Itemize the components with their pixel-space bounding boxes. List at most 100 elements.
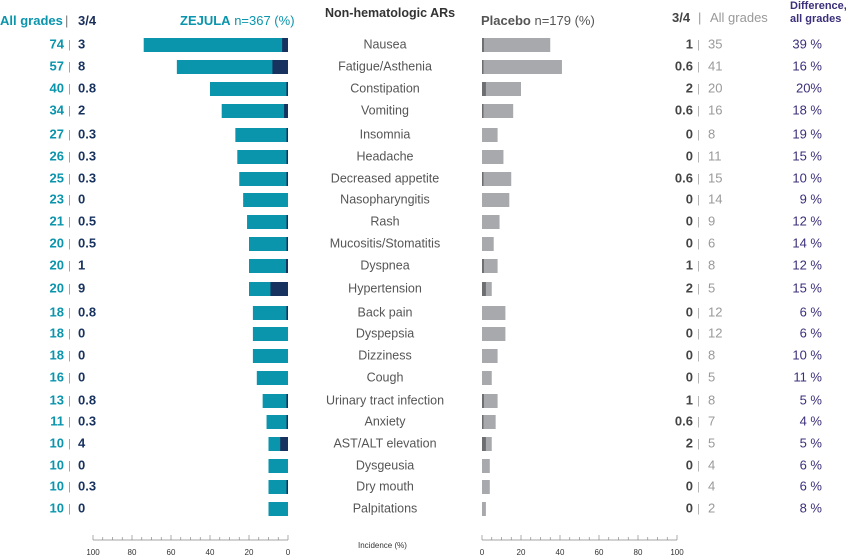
bar-placebo-grade-34 xyxy=(482,437,486,451)
bar-placebo-all-grades xyxy=(482,437,492,451)
bar-placebo-all-grades xyxy=(482,104,514,118)
value-zejula-all-grades: 16 xyxy=(50,369,64,384)
separator: | xyxy=(697,129,700,141)
value-difference: 8 % xyxy=(800,500,823,515)
header-separator: | xyxy=(65,13,69,28)
separator: | xyxy=(68,328,71,340)
value-placebo-grade-34: 1 xyxy=(686,36,693,51)
value-placebo-grade-34: 2 xyxy=(686,435,693,450)
bar-placebo-grade-34 xyxy=(482,394,484,408)
category-label: Insomnia xyxy=(360,127,411,141)
x-tick-label-left: 80 xyxy=(128,548,137,557)
value-zejula-grade-34: 0 xyxy=(78,369,85,384)
category-label: Mucositis/Stomatitis xyxy=(330,236,440,250)
separator: | xyxy=(697,395,700,407)
value-placebo-grade-34: 1 xyxy=(686,257,693,272)
bar-zejula-all-grades xyxy=(235,128,288,142)
value-placebo-grade-34: 0 xyxy=(686,235,693,250)
value-zejula-all-grades: 18 xyxy=(50,325,64,340)
bar-zejula-all-grades xyxy=(252,349,288,363)
bar-zejula-grade-34 xyxy=(272,60,288,74)
value-zejula-grade-34: 0 xyxy=(78,500,85,515)
header-difference-line1: Difference, xyxy=(790,0,846,12)
legend-placebo-n: n=179 (%) xyxy=(534,13,595,28)
value-zejula-grade-34: 9 xyxy=(78,280,85,295)
value-zejula-all-grades: 20 xyxy=(50,235,64,250)
bar-placebo-all-grades xyxy=(482,82,521,96)
category-label: Back pain xyxy=(358,305,413,319)
bar-zejula-all-grades xyxy=(256,371,288,385)
separator: | xyxy=(68,283,71,295)
separator: | xyxy=(68,151,71,163)
category-label: Dyspepsia xyxy=(356,326,414,340)
value-zejula-all-grades: 11 xyxy=(50,413,64,428)
value-zejula-all-grades: 18 xyxy=(50,347,64,362)
bar-placebo-grade-34 xyxy=(482,82,486,96)
value-placebo-grade-34: 0 xyxy=(686,478,693,493)
bar-placebo-all-grades xyxy=(482,172,512,186)
bar-zejula-all-grades xyxy=(268,502,288,516)
category-label: Hypertension xyxy=(348,281,422,295)
category-label: Headache xyxy=(357,149,414,163)
value-placebo-grade-34: 0 xyxy=(686,148,693,163)
value-placebo-all-grades: 4 xyxy=(708,478,715,493)
x-tick-label-right: 100 xyxy=(670,548,684,557)
separator: | xyxy=(697,460,700,472)
legend-placebo: Placebo n=179 (%) xyxy=(481,13,595,28)
header-zejula-grade-34: 3/4 xyxy=(78,13,97,28)
category-label: Dizziness xyxy=(358,348,412,362)
category-label: Anxiety xyxy=(365,414,407,428)
bar-zejula-grade-34 xyxy=(286,306,288,320)
value-zejula-all-grades: 21 xyxy=(50,213,64,228)
value-zejula-grade-34: 3 xyxy=(78,36,85,51)
value-difference: 6 % xyxy=(800,457,823,472)
x-tick-label-left: 60 xyxy=(167,548,176,557)
separator: | xyxy=(68,481,71,493)
category-label: Urinary tract infection xyxy=(326,393,444,407)
value-zejula-all-grades: 18 xyxy=(50,304,64,319)
bar-zejula-grade-34 xyxy=(286,82,288,96)
value-zejula-grade-34: 8 xyxy=(78,58,85,73)
bar-placebo-grade-34 xyxy=(482,104,484,118)
value-placebo-grade-34: 0 xyxy=(686,457,693,472)
category-label: Palpitations xyxy=(353,501,418,515)
value-zejula-grade-34: 0 xyxy=(78,457,85,472)
bar-zejula-grade-34 xyxy=(282,38,288,52)
x-tick-label-left: 20 xyxy=(245,548,254,557)
category-label: Dyspnea xyxy=(360,258,409,272)
value-difference: 10 % xyxy=(792,347,822,362)
value-difference: 15 % xyxy=(792,148,822,163)
value-placebo-all-grades: 12 xyxy=(708,304,722,319)
separator: | xyxy=(697,438,700,450)
bar-placebo-all-grades xyxy=(482,306,506,320)
legend-zejula: ZEJULA n=367 (%) xyxy=(180,13,295,28)
value-placebo-all-grades: 4 xyxy=(708,457,715,472)
bar-zejula-all-grades xyxy=(237,150,288,164)
value-zejula-grade-34: 0 xyxy=(78,325,85,340)
value-difference: 12 % xyxy=(792,257,822,272)
bar-zejula-grade-34 xyxy=(286,150,288,164)
separator: | xyxy=(68,395,71,407)
bar-zejula-grade-34 xyxy=(284,104,288,118)
separator: | xyxy=(68,238,71,250)
value-placebo-grade-34: 0.6 xyxy=(675,102,693,117)
value-difference: 6 % xyxy=(800,478,823,493)
separator: | xyxy=(697,238,700,250)
bar-zejula-all-grades xyxy=(249,237,288,251)
value-zejula-all-grades: 40 xyxy=(50,80,64,95)
bar-zejula-all-grades xyxy=(143,38,288,52)
legend-placebo-name: Placebo xyxy=(481,13,531,28)
bar-placebo-grade-34 xyxy=(482,60,484,74)
bar-placebo-all-grades xyxy=(482,480,490,494)
bar-zejula-all-grades xyxy=(268,480,288,494)
bar-placebo-all-grades xyxy=(482,215,500,229)
value-placebo-grade-34: 0 xyxy=(686,369,693,384)
value-zejula-all-grades: 20 xyxy=(50,257,64,272)
bar-zejula-grade-34 xyxy=(286,394,288,408)
value-difference: 19 % xyxy=(792,126,822,141)
bar-placebo-all-grades xyxy=(482,193,510,207)
bar-placebo-all-grades xyxy=(482,394,498,408)
category-label: Vomiting xyxy=(361,103,409,117)
value-zejula-grade-34: 4 xyxy=(78,435,86,450)
